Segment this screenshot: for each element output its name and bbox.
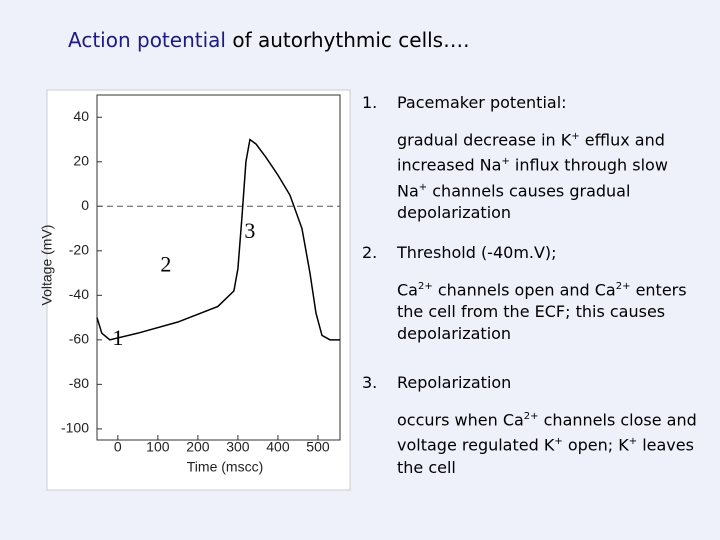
superscript: 2+ [523, 411, 539, 422]
detail-text: channels causes gradual depolarization [397, 180, 631, 222]
superscript: + [501, 156, 510, 168]
y-tick-label: -20 [69, 242, 89, 258]
detail-text: leaves the cell [397, 435, 694, 477]
detail-text: influx through slow Na [397, 155, 668, 200]
chart: Voltage (mV) Time (mscc) -100 -80 -60 -40 -2… [39, 89, 351, 491]
superscript: + [554, 436, 563, 448]
annotation: 3 [244, 218, 255, 243]
y-axis-label: Voltage (mV) [39, 225, 55, 306]
item-heading: Repolarization [397, 373, 512, 392]
y-tick-label: -60 [69, 331, 89, 347]
item-number: 2. [362, 243, 378, 262]
item-detail: gradual decrease in K+ efflux and increa… [397, 126, 697, 224]
superscript: 2+ [615, 281, 631, 292]
item-detail: occurs when Ca2+ channels close and volt… [397, 406, 697, 479]
slide-title: Action potential of autorhythmic cells…. [68, 28, 469, 52]
y-tick-label: 0 [81, 197, 89, 213]
x-tick-label: 300 [226, 439, 250, 455]
superscript: + [628, 436, 638, 448]
detail-text: enters the cell from the ECF; this cause… [397, 280, 687, 344]
y-tick-label: 40 [73, 108, 89, 124]
x-tick-label: 100 [146, 439, 170, 455]
item-number: 3. [362, 373, 378, 392]
x-tick-label: 0 [114, 439, 122, 455]
detail-text: gradual decrease in K [397, 130, 572, 150]
y-tick-label: -80 [69, 375, 89, 391]
item-number: 1. [362, 93, 378, 112]
detail-text: channels close and voltage regulated K [397, 410, 697, 455]
plot-frame [96, 94, 341, 441]
y-tick-label: -40 [69, 286, 89, 302]
annotation: 2 [160, 251, 171, 276]
y-tick-label: 20 [73, 152, 89, 168]
item-heading: Threshold (-40m.V); [397, 243, 557, 262]
superscript: + [571, 131, 580, 142]
x-tick-label: 400 [266, 439, 290, 455]
detail-text: Ca [397, 280, 418, 300]
y-tick-label: -100 [61, 420, 89, 436]
detail-text: open; K [562, 435, 629, 455]
chart-background [46, 89, 351, 491]
superscript: + [418, 181, 428, 193]
detail-text: efflux and increased Na [397, 130, 665, 175]
item-detail: Ca2+ channels open and Ca2+ enters the c… [397, 276, 697, 345]
annotation: 1 [112, 325, 123, 350]
title-rest: of autorhythmic cells…. [232, 28, 470, 52]
detail-text: occurs when Ca [397, 410, 524, 430]
title-highlight: Action potential [68, 28, 226, 52]
detail-text: channels open and Ca [432, 280, 616, 300]
item-heading: Pacemaker potential: [397, 93, 567, 112]
x-tick-label: 200 [186, 439, 210, 455]
superscript: 2+ [417, 281, 433, 292]
line-series [96, 138, 340, 341]
x-axis-label: Time (mscc) [187, 459, 263, 475]
x-tick-label: 500 [306, 439, 330, 455]
